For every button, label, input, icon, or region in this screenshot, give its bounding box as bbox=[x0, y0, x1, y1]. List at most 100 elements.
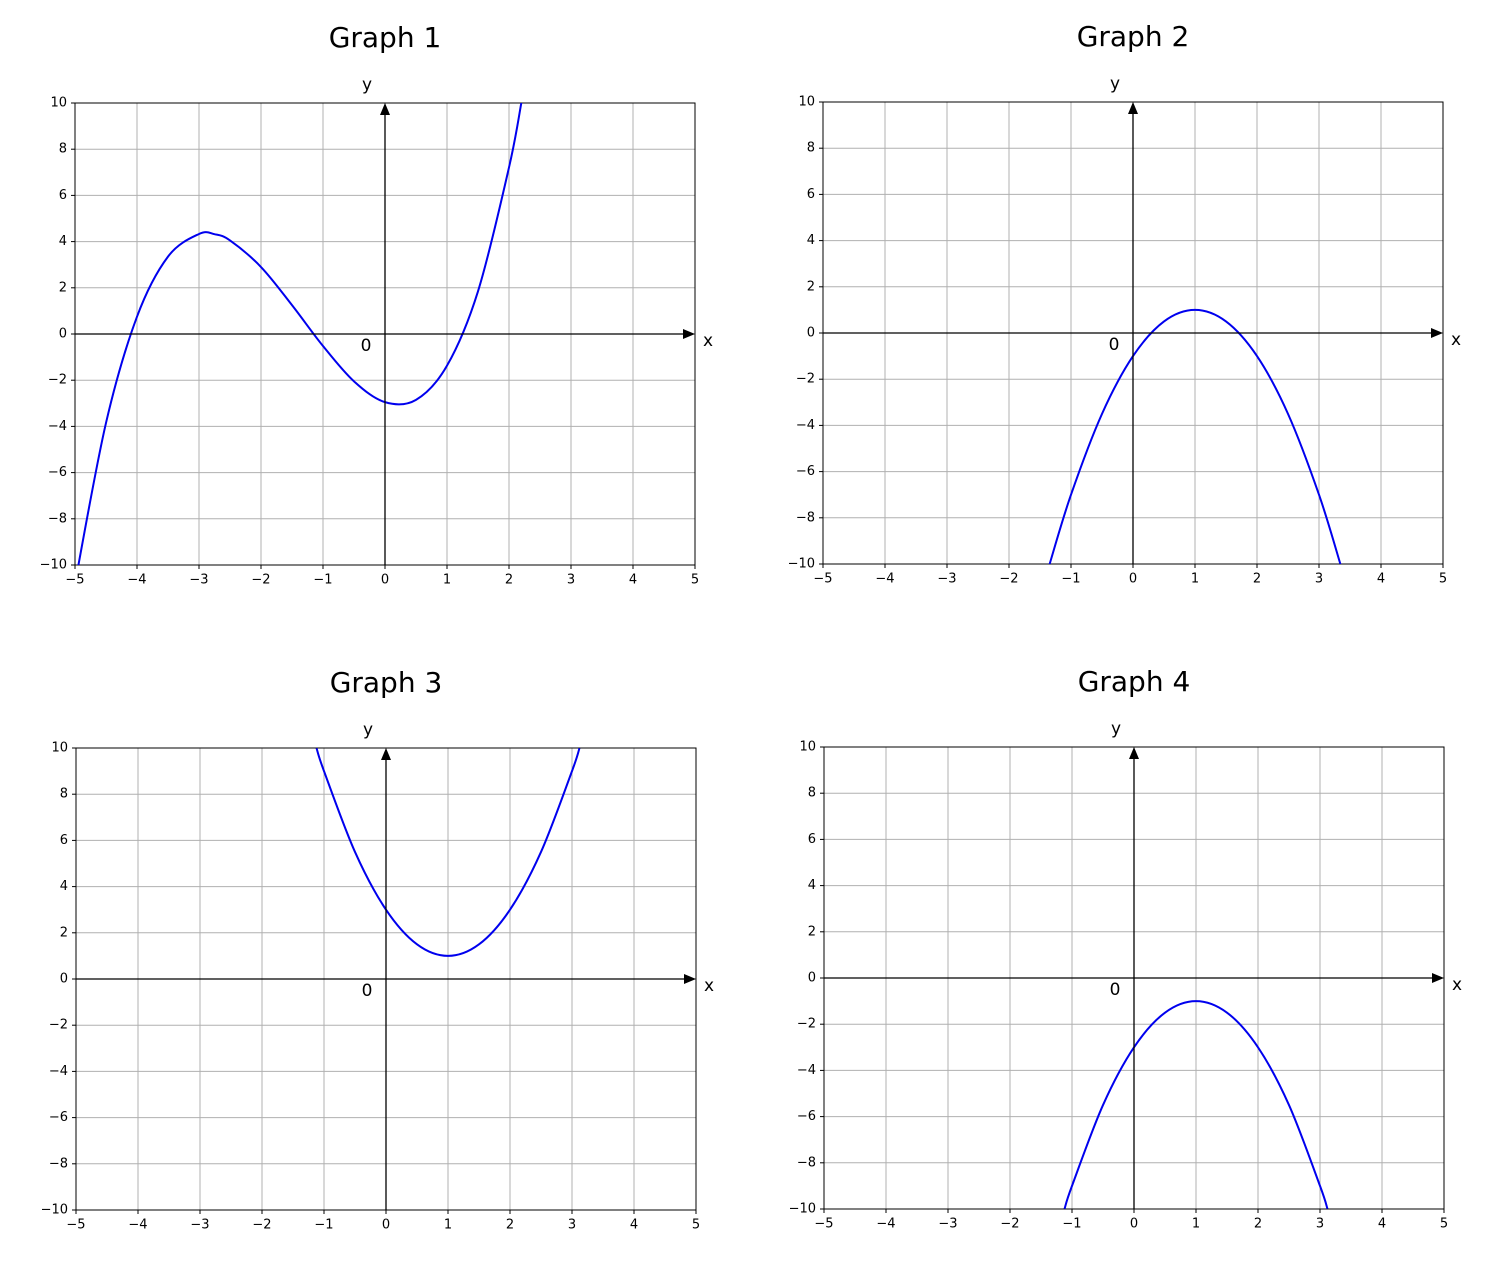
x-tick-label: 2 bbox=[506, 1218, 514, 1233]
x-tick-label: 2 bbox=[1254, 1217, 1262, 1232]
y-axis-label: y bbox=[362, 75, 372, 95]
origin-label: 0 bbox=[361, 336, 372, 356]
x-tick-label: 5 bbox=[1440, 1217, 1448, 1232]
x-tick-label: −3 bbox=[937, 572, 956, 587]
y-tick-label: −10 bbox=[41, 1203, 68, 1218]
y-tick-label: 4 bbox=[808, 878, 816, 893]
x-tick-label: 0 bbox=[381, 573, 389, 588]
y-axis-label: y bbox=[363, 720, 373, 740]
y-tick-label: 8 bbox=[59, 142, 67, 157]
y-tick-label: −8 bbox=[48, 511, 67, 526]
x-tick-label: −5 bbox=[814, 1217, 833, 1232]
y-tick-label: −6 bbox=[797, 1109, 816, 1124]
y-tick-label: 2 bbox=[59, 280, 67, 295]
curve bbox=[1048, 308, 1342, 564]
x-tick-label: −3 bbox=[938, 1217, 957, 1232]
x-arrow bbox=[1432, 973, 1444, 983]
x-tick-label: −3 bbox=[189, 573, 208, 588]
x-arrow bbox=[684, 974, 696, 984]
y-tick-label: 4 bbox=[807, 233, 815, 248]
x-tick-label: 2 bbox=[1253, 572, 1261, 587]
x-tick-label: 5 bbox=[1439, 572, 1447, 587]
y-tick-label: 10 bbox=[799, 740, 816, 755]
x-tick-label: −1 bbox=[313, 573, 332, 588]
x-tick-label: 4 bbox=[1377, 572, 1385, 587]
x-axis-label: x bbox=[1452, 975, 1462, 995]
y-tick-label: 2 bbox=[808, 924, 816, 939]
y-arrow bbox=[1128, 102, 1138, 114]
y-tick-label: 6 bbox=[59, 188, 67, 203]
x-axis-label: x bbox=[704, 976, 714, 996]
chart-title: Graph 1 bbox=[329, 21, 442, 54]
x-tick-label: −2 bbox=[251, 573, 270, 588]
y-axis-label: y bbox=[1111, 719, 1121, 739]
y-tick-label: −4 bbox=[797, 1063, 816, 1078]
x-tick-label: 0 bbox=[1130, 1217, 1138, 1232]
y-tick-label: −4 bbox=[49, 1064, 68, 1079]
y-tick-label: 0 bbox=[60, 972, 68, 987]
x-tick-label: 3 bbox=[567, 573, 575, 588]
y-tick-label: 10 bbox=[798, 95, 815, 110]
y-tick-label: 0 bbox=[807, 326, 815, 341]
y-tick-label: −10 bbox=[40, 558, 67, 573]
x-tick-label: 3 bbox=[568, 1218, 576, 1233]
curve bbox=[77, 103, 523, 565]
x-tick-label: −1 bbox=[1062, 1217, 1081, 1232]
curve bbox=[1063, 1000, 1329, 1209]
x-tick-label: −2 bbox=[252, 1218, 271, 1233]
y-tick-label: 6 bbox=[808, 832, 816, 847]
x-tick-label: −4 bbox=[875, 572, 894, 587]
y-tick-label: −2 bbox=[48, 373, 67, 388]
x-tick-label: −4 bbox=[876, 1217, 895, 1232]
y-tick-label: 0 bbox=[59, 327, 67, 342]
y-tick-label: 8 bbox=[807, 141, 815, 156]
y-tick-label: −8 bbox=[797, 1155, 816, 1170]
x-tick-label: 2 bbox=[505, 573, 513, 588]
x-tick-label: 3 bbox=[1316, 1217, 1324, 1232]
y-tick-label: −6 bbox=[796, 464, 815, 479]
y-arrow bbox=[1129, 747, 1139, 759]
x-arrow bbox=[1431, 328, 1443, 338]
origin-label: 0 bbox=[1109, 335, 1120, 355]
x-axis-label: x bbox=[1451, 330, 1461, 350]
y-tick-label: 2 bbox=[807, 279, 815, 294]
y-tick-label: 6 bbox=[60, 833, 68, 848]
y-tick-label: −10 bbox=[788, 557, 815, 572]
origin-label: 0 bbox=[1110, 980, 1121, 1000]
origin-label: 0 bbox=[362, 981, 373, 1001]
y-tick-label: 4 bbox=[59, 234, 67, 249]
y-tick-label: −10 bbox=[789, 1202, 816, 1217]
x-tick-label: −4 bbox=[128, 1218, 147, 1233]
y-tick-label: 2 bbox=[60, 925, 68, 940]
y-tick-label: 6 bbox=[807, 187, 815, 202]
chart-title: Graph 4 bbox=[1078, 665, 1191, 698]
y-tick-label: 8 bbox=[60, 787, 68, 802]
curve bbox=[315, 748, 581, 957]
x-tick-label: 1 bbox=[1191, 572, 1199, 587]
x-tick-label: −5 bbox=[65, 573, 84, 588]
x-tick-label: −4 bbox=[127, 573, 146, 588]
x-axis-label: x bbox=[703, 331, 713, 351]
y-arrow bbox=[380, 103, 390, 115]
x-tick-label: 0 bbox=[1129, 572, 1137, 587]
y-tick-label: −2 bbox=[796, 372, 815, 387]
x-tick-label: 1 bbox=[443, 573, 451, 588]
y-tick-label: −4 bbox=[796, 418, 815, 433]
x-tick-label: 0 bbox=[382, 1218, 390, 1233]
y-tick-label: −6 bbox=[48, 465, 67, 480]
x-arrow bbox=[683, 329, 695, 339]
y-tick-label: 8 bbox=[808, 786, 816, 801]
y-tick-label: −8 bbox=[796, 510, 815, 525]
x-tick-label: 4 bbox=[629, 573, 637, 588]
y-tick-label: −6 bbox=[49, 1110, 68, 1125]
y-tick-label: −8 bbox=[49, 1156, 68, 1171]
x-tick-label: 4 bbox=[1378, 1217, 1386, 1232]
x-tick-label: −5 bbox=[66, 1218, 85, 1233]
y-tick-label: −2 bbox=[49, 1018, 68, 1033]
chart-title: Graph 2 bbox=[1077, 20, 1190, 53]
y-tick-label: 0 bbox=[808, 971, 816, 986]
x-tick-label: 3 bbox=[1315, 572, 1323, 587]
y-tick-label: −2 bbox=[797, 1017, 816, 1032]
x-tick-label: 4 bbox=[630, 1218, 638, 1233]
